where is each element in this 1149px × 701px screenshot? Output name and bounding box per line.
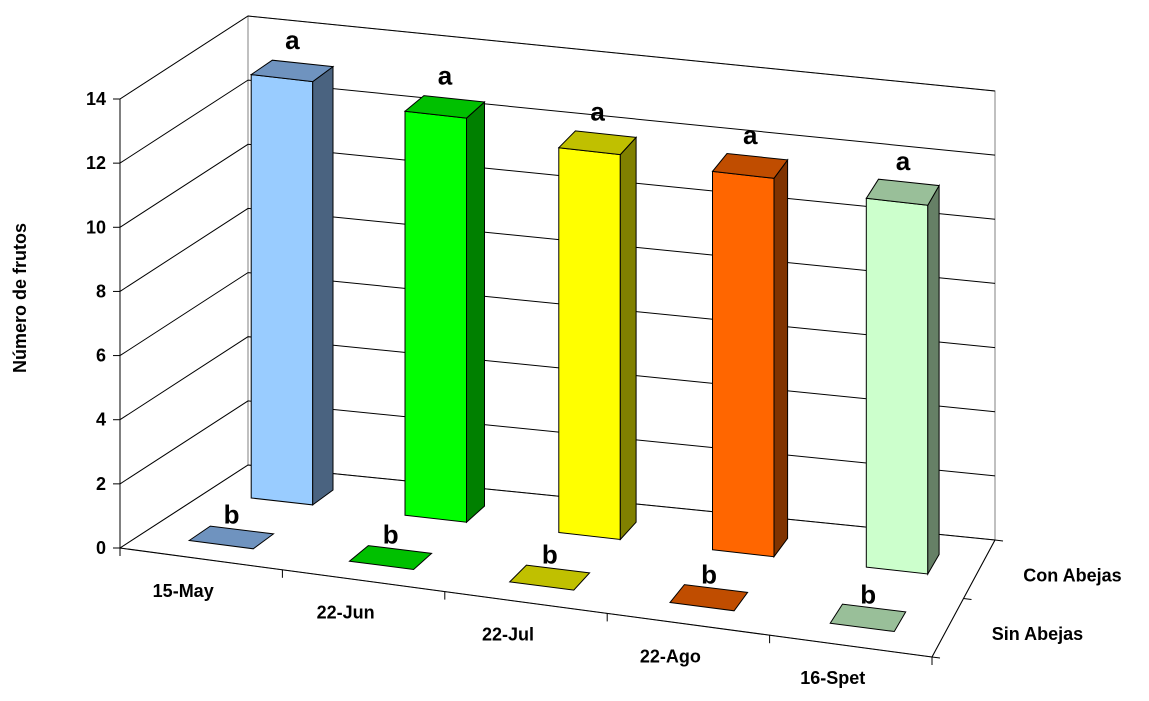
bar <box>669 584 749 612</box>
bar-top <box>711 152 789 179</box>
bar-data-label: b <box>701 560 717 590</box>
bar <box>348 545 433 571</box>
depth-tick <box>931 656 941 659</box>
gridline <box>119 15 996 100</box>
bar-side <box>619 136 637 541</box>
bar <box>187 525 275 550</box>
y-tick-label: 6 <box>96 346 106 366</box>
bar-side <box>312 65 334 506</box>
bar-top <box>403 95 486 119</box>
y-axis-title: Número de frutos <box>10 223 30 373</box>
bar-data-label: b <box>383 519 399 549</box>
y-tick-label: 0 <box>96 538 106 558</box>
y-tick-label: 4 <box>96 410 106 430</box>
bar-top <box>829 603 907 633</box>
bar <box>865 178 940 576</box>
bar-data-label: b <box>542 540 558 570</box>
y-tick-label: 8 <box>96 281 106 301</box>
y-tick-label: 2 <box>96 474 106 494</box>
side-wall <box>119 15 249 549</box>
y-tick-label: 12 <box>86 153 106 173</box>
series-label: Sin Abejas <box>992 624 1083 644</box>
bar-top <box>249 59 335 83</box>
bar-side <box>927 183 940 576</box>
bar-top <box>508 564 591 591</box>
bar <box>711 152 789 559</box>
x-tick-label: 15-May <box>153 581 214 601</box>
bar-side <box>773 158 789 559</box>
x-tick-label: 16-Spet <box>800 668 865 688</box>
series-label: Con Abejas <box>1023 565 1121 585</box>
bar <box>403 95 486 524</box>
bar-front <box>250 74 314 506</box>
bar-data-label: a <box>590 97 605 127</box>
bar-top <box>865 178 940 206</box>
bar-front <box>404 110 467 523</box>
labels: a a a a a b b b b b <box>224 25 911 610</box>
bar-front <box>865 197 929 575</box>
depth-tick <box>994 539 1004 542</box>
bar-side <box>466 100 485 524</box>
x-tick-label: 22-Jun <box>317 603 375 623</box>
bar-top <box>187 525 275 550</box>
axes: 0 2 4 6 8 10 12 14 15-May 22-Jun 22-Jul 22-Ago 16-Sp… <box>86 89 1122 688</box>
x-tick-label: 22-Ago <box>640 646 701 666</box>
bar-data-label: a <box>438 61 453 91</box>
bar-data-label: a <box>743 120 758 150</box>
bar <box>829 603 907 633</box>
bar-data-label: a <box>896 146 911 176</box>
x-axis-line <box>119 547 933 658</box>
bar-front <box>558 147 621 541</box>
bar-top <box>557 130 638 156</box>
bar-front <box>712 170 775 558</box>
bar-data-label: b <box>860 580 876 610</box>
depth-tick <box>963 598 972 600</box>
bar-top <box>669 584 749 612</box>
bar <box>249 59 335 506</box>
y-tick-label: 14 <box>86 89 106 109</box>
bars <box>187 59 940 633</box>
bar-data-label: b <box>224 499 240 529</box>
gridline <box>119 79 996 164</box>
bar-data-label: a <box>285 25 300 55</box>
bar <box>508 564 591 591</box>
bar-top <box>348 545 433 571</box>
bar <box>557 130 638 541</box>
y-tick-label: 10 <box>86 217 106 237</box>
x-tick-label: 22-Jul <box>482 625 534 645</box>
